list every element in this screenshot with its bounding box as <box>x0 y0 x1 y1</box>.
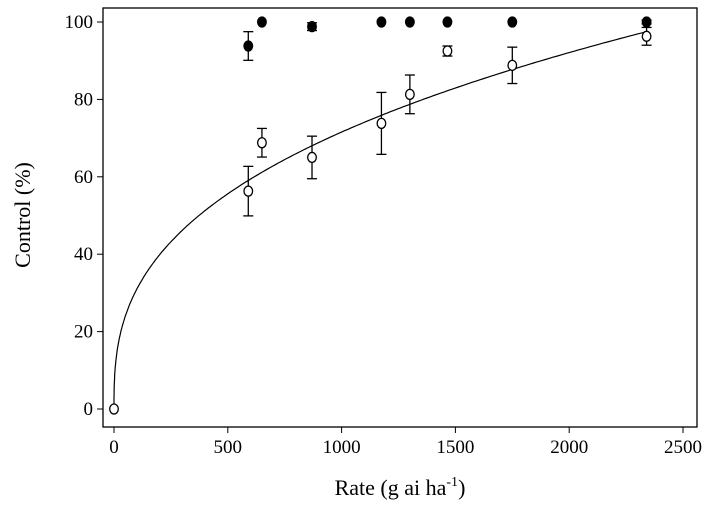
x-tick-label: 0 <box>109 437 119 458</box>
y-tick-label: 0 <box>84 399 94 420</box>
open-point <box>109 403 119 415</box>
open-point <box>376 117 387 130</box>
axes: 0 500 1000 1500 2000 2500 0 20 40 60 80 100 <box>65 7 702 458</box>
open-point <box>404 88 415 101</box>
filled-point <box>256 16 267 28</box>
filled-point <box>243 40 254 52</box>
x-tick-label: 1500 <box>436 437 474 458</box>
x-tick-label: 1000 <box>323 437 361 458</box>
y-tick-label: 20 <box>74 322 93 343</box>
y-tick-label: 40 <box>74 244 93 265</box>
filled-point <box>442 16 453 28</box>
x-tick-label: 2500 <box>664 437 702 458</box>
fit-curve <box>113 31 647 409</box>
open-point <box>243 185 254 197</box>
x-tick-label: 500 <box>214 437 243 458</box>
marks <box>109 16 652 415</box>
y-tick-label: 80 <box>74 89 93 110</box>
x-axis-label: Rate (g ai ha-1) <box>335 475 466 500</box>
open-point <box>641 30 652 42</box>
y-tick-label: 100 <box>65 12 94 33</box>
y-tick-label: 60 <box>74 167 93 188</box>
open-point <box>256 137 267 149</box>
plot-frame <box>102 7 698 428</box>
filled-point <box>641 16 652 28</box>
open-point <box>307 151 317 164</box>
filled-point <box>507 16 518 28</box>
open-point <box>507 59 518 71</box>
filled-point <box>307 20 317 33</box>
filled-point <box>404 16 415 28</box>
y-axis-label: Control (%) <box>10 162 35 268</box>
filled-point <box>376 16 387 28</box>
x-tick-label: 2000 <box>550 437 588 458</box>
open-point <box>442 45 453 57</box>
